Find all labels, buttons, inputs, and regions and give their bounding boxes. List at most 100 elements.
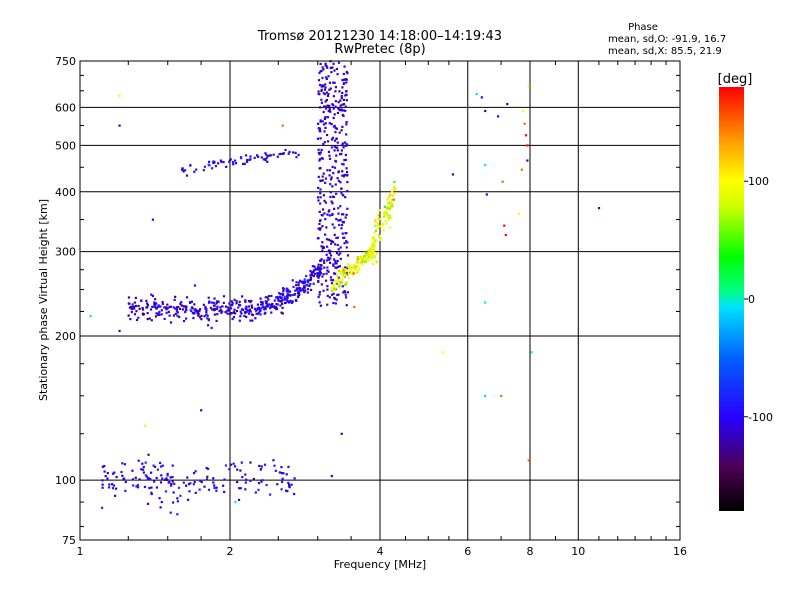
data-point (204, 305, 207, 309)
data-point (279, 292, 282, 296)
data-point (339, 272, 342, 275)
data-point (266, 160, 269, 163)
data-point (174, 307, 177, 310)
data-point (172, 306, 175, 309)
data-point (288, 301, 291, 304)
data-point (321, 76, 324, 79)
data-point (344, 153, 348, 157)
data-point (335, 281, 338, 284)
data-point (155, 307, 158, 310)
data-point (344, 266, 347, 269)
data-point (335, 146, 338, 149)
data-point (347, 263, 350, 266)
data-point (318, 228, 322, 231)
data-point (339, 281, 342, 284)
data-point (333, 288, 336, 291)
data-point (215, 489, 218, 492)
data-point (321, 157, 324, 160)
data-point (141, 306, 144, 310)
data-point (324, 201, 328, 204)
data-point (134, 296, 137, 300)
data-point (318, 129, 321, 132)
data-point (284, 489, 288, 492)
data-point (213, 486, 216, 490)
data-point (129, 317, 132, 321)
data-point (263, 463, 267, 466)
data-point (496, 115, 500, 118)
data-point (247, 312, 251, 315)
y-tick-label: 750 (55, 55, 76, 68)
data-point (375, 260, 378, 263)
data-point (344, 109, 347, 112)
data-point (218, 310, 221, 313)
data-point (212, 301, 215, 304)
data-point (345, 81, 348, 84)
data-point (217, 300, 220, 303)
data-point (343, 78, 346, 81)
data-point (101, 465, 104, 468)
data-point (188, 301, 192, 304)
data-point (122, 477, 125, 481)
data-point (294, 151, 297, 154)
data-point (173, 298, 176, 301)
data-point (306, 281, 310, 284)
data-point (328, 157, 332, 160)
data-point (316, 275, 319, 278)
data-point (185, 305, 188, 308)
y-tick-label: 100 (55, 474, 76, 487)
data-point (337, 212, 340, 215)
data-point (317, 79, 321, 82)
data-point (235, 300, 238, 303)
data-point (340, 149, 343, 152)
data-point (141, 462, 144, 465)
data-point (224, 310, 227, 314)
data-point (165, 308, 168, 311)
data-point (237, 498, 241, 502)
data-point (215, 307, 218, 310)
data-point (164, 490, 168, 493)
data-point (325, 77, 328, 80)
data-point (135, 310, 138, 313)
data-point (198, 488, 201, 491)
data-point (296, 291, 300, 294)
data-point (287, 294, 290, 297)
data-point (527, 459, 530, 462)
data-point (381, 224, 384, 227)
data-point (158, 310, 161, 313)
data-point (221, 310, 224, 313)
data-point (249, 155, 252, 158)
data-point (198, 316, 202, 319)
data-point (343, 141, 347, 144)
data-point (137, 459, 140, 462)
data-point (244, 299, 247, 302)
data-point (172, 491, 175, 494)
data-point (234, 312, 237, 315)
data-point (227, 308, 231, 311)
data-point (526, 144, 529, 147)
data-point (350, 272, 353, 275)
data-point (336, 236, 339, 239)
data-point (373, 256, 376, 259)
data-point (318, 301, 321, 304)
data-point (228, 302, 231, 305)
data-point (324, 279, 328, 282)
data-point (323, 140, 326, 144)
data-point (341, 174, 344, 177)
data-point (347, 276, 351, 280)
data-point (236, 468, 239, 471)
data-point (133, 313, 137, 316)
data-point (260, 307, 263, 310)
data-point (285, 289, 288, 293)
data-point (319, 106, 322, 109)
data-point (338, 283, 341, 286)
data-point (182, 170, 185, 173)
data-point (337, 179, 340, 182)
data-point (345, 271, 348, 274)
data-point (280, 488, 283, 491)
data-point (378, 238, 382, 241)
data-point (279, 300, 282, 303)
data-point (159, 305, 162, 308)
data-point (330, 122, 333, 126)
data-point (133, 301, 136, 304)
data-point (257, 155, 260, 159)
